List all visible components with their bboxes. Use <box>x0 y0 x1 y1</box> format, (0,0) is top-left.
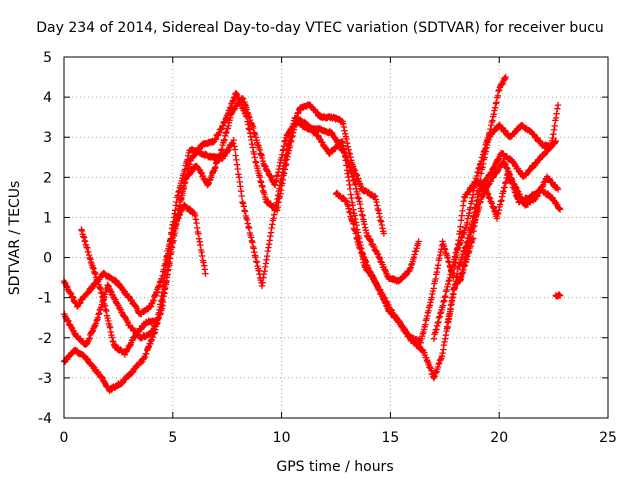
series-markers <box>60 95 422 348</box>
y-tick-label: 0 <box>43 251 52 267</box>
y-axis-label: SDTVAR / TECUs <box>7 181 23 296</box>
series-satellite-track-8 <box>456 158 562 285</box>
series-markers <box>430 101 562 342</box>
y-tick-label: 1 <box>43 210 52 226</box>
y-tick-label: -4 <box>38 411 52 427</box>
x-tick-label: 0 <box>60 430 69 446</box>
y-tick-label: -2 <box>38 331 52 347</box>
y-tick-label: -3 <box>38 371 52 387</box>
plot-frame <box>63 56 609 419</box>
y-tick-label: 3 <box>43 130 52 146</box>
x-tick-label: 10 <box>273 430 291 446</box>
grid <box>64 57 608 418</box>
y-tick-label: 4 <box>43 90 52 106</box>
y-tick-label: 2 <box>43 170 52 186</box>
series-satellite-track-3 <box>78 114 564 358</box>
series-satellite-track-6 <box>430 101 562 342</box>
series-markers <box>332 73 509 382</box>
series-markers <box>60 201 209 318</box>
series-satellite-track-5 <box>332 73 509 382</box>
x-tick-label: 20 <box>490 430 508 446</box>
x-axis-label: GPS time / hours <box>276 459 393 475</box>
x-tick-label: 15 <box>381 430 399 446</box>
y-tick-label: 5 <box>43 50 52 66</box>
x-tick-label: 25 <box>599 430 617 446</box>
data-series <box>60 73 564 395</box>
y-tick-label: -1 <box>38 291 52 307</box>
chart-title: Day 234 of 2014, Sidereal Day-to-day VTE… <box>36 20 604 36</box>
series-markers <box>78 114 564 358</box>
series-satellite-track-1 <box>60 201 209 318</box>
series-satellite-track-4 <box>60 95 422 348</box>
series-satellite-track-9 <box>552 291 564 300</box>
series-markers <box>456 158 562 285</box>
axis-ticks: 0 5 10 15 20 25 -4 -3 -2 -1 0 1 2 3 4 5 <box>38 50 617 446</box>
x-tick-label: 5 <box>168 430 177 446</box>
series-markers <box>552 291 564 300</box>
